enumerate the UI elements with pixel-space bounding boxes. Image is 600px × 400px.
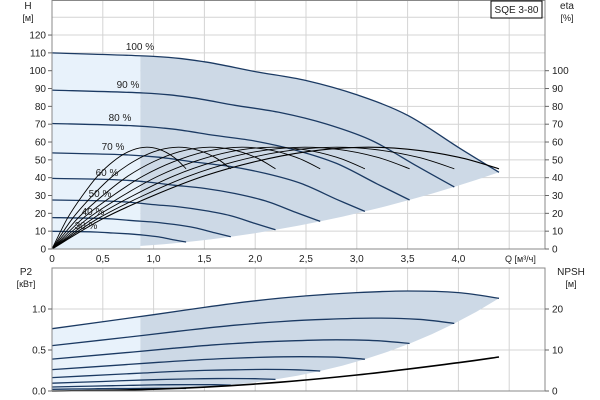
power-curve-80 — [51, 339, 410, 360]
speed-label: 60 % — [96, 168, 119, 179]
eta-tick-label: 30 — [552, 191, 564, 202]
eta-tick-label: 40 — [552, 173, 564, 184]
h-tick-label: 70 — [35, 120, 47, 131]
q-tick-label: 2,5 — [299, 254, 313, 265]
q-tick-label: 4,0 — [451, 254, 465, 265]
p2-tick-label: 0.0 — [32, 387, 46, 398]
head-curve-90 — [51, 89, 455, 188]
q-axis-label: Q [м³/ч] — [505, 254, 536, 264]
q-tick-label: 1,0 — [147, 254, 161, 265]
h-tick-label: 80 — [35, 102, 47, 113]
efficiency-curve — [51, 146, 187, 250]
p2-tick-label: 0.5 — [32, 346, 46, 357]
power-curve-60 — [51, 368, 321, 379]
npsh-curve-group — [51, 356, 500, 392]
h-tick-label: 0 — [40, 245, 46, 256]
efficiency-curve — [51, 146, 410, 250]
npsh-tick-label: 0 — [552, 387, 558, 398]
head-curve-100 — [51, 52, 500, 173]
eta-tick-label: 80 — [552, 102, 564, 113]
q-tick-label: 0 — [49, 254, 55, 265]
power-curve-100 — [51, 290, 500, 330]
eta-tick-label: 60 — [552, 138, 564, 149]
eta-axis-label: eta — [560, 1, 574, 12]
p2-tick-label: 1.0 — [32, 305, 46, 316]
efficiency-curve — [51, 146, 276, 250]
efficiency-curve — [51, 146, 455, 250]
power-chart-frame — [51, 267, 546, 392]
head-curves — [51, 52, 500, 243]
power-curve-50 — [51, 377, 276, 384]
eta-tick-label: 0 — [552, 245, 558, 256]
h-tick-label: 110 — [30, 48, 46, 59]
speed-labels: 100 % 90 % 80 % 70 % 60 % 50 % 40 % 30 % — [75, 42, 155, 232]
p2-axis-label: P2 — [20, 267, 33, 278]
q-tick-label: 0,5 — [96, 254, 110, 265]
efficiency-curves — [51, 146, 500, 250]
q-tick-label: 3,5 — [401, 254, 415, 265]
head-curve-80 — [51, 122, 410, 201]
h-tick-label: 60 — [35, 138, 47, 149]
eta-tick-label: 20 — [552, 209, 564, 220]
h-tick-label: 20 — [35, 209, 47, 220]
power-chart-operating-range — [52, 291, 499, 391]
h-tick-label: 10 — [35, 227, 47, 238]
h-tick-label: 40 — [35, 173, 47, 184]
efficiency-curve — [51, 146, 232, 250]
speed-label: 80 % — [109, 113, 132, 124]
h-tick-label: 100 — [29, 66, 46, 77]
head-chart-axes: 0 10 20 30 40 50 60 70 80 90 100 110 120 0 10 20 30 40 50 6… — [29, 31, 569, 256]
efficiency-curve — [51, 146, 321, 250]
head-curve-30 — [51, 230, 187, 243]
speed-label: 40 % — [82, 207, 105, 218]
eta-tick-label: 100 — [552, 66, 569, 77]
npsh-curve — [51, 356, 500, 392]
npsh-axis-label: NPSH — [557, 267, 585, 278]
dark-region — [140, 55, 499, 246]
q-tick-label: 3,0 — [350, 254, 364, 265]
power-chart-axes: 0.0 0.5 1.0 0 10 20 — [32, 305, 563, 398]
eta-axis-unit: [%] — [560, 13, 573, 23]
h-axis-label: H — [24, 1, 31, 12]
h-tick-label: 120 — [29, 31, 46, 42]
speed-label: 50 % — [89, 189, 112, 200]
h-tick-label: 50 — [35, 155, 47, 166]
power-curve-70 — [51, 356, 365, 371]
light-region — [52, 316, 141, 391]
eta-tick-label: 70 — [552, 120, 564, 131]
efficiency-curve — [51, 146, 500, 250]
speed-label: 100 % — [126, 42, 154, 53]
p2-axis-unit: [кВт] — [17, 279, 36, 289]
eta-tick-label: 50 — [552, 155, 564, 166]
model-label-box: SQE 3-80 — [490, 0, 543, 19]
eta-tick-label: 90 — [552, 84, 564, 95]
head-curve-70 — [51, 152, 366, 212]
power-curves — [51, 290, 500, 390]
npsh-tick-label: 20 — [552, 305, 564, 316]
h-axis-unit: [м] — [22, 13, 33, 23]
npsh-tick-label: 10 — [552, 346, 564, 357]
speed-label: 70 % — [102, 142, 125, 153]
q-axis-tick-labels: 0 0,5 1,0 1,5 2,0 2,5 3,0 3,5 4,0 — [49, 254, 466, 265]
head-curve-40 — [51, 216, 231, 238]
head-curve-60 — [51, 177, 321, 223]
head-chart-frame — [51, 0, 546, 250]
head-curve-50 — [51, 199, 276, 231]
eta-tick-label: 10 — [552, 227, 564, 238]
power-curve-90 — [51, 317, 455, 347]
q-tick-label: 1,5 — [197, 254, 211, 265]
speed-label: 30 % — [75, 221, 98, 232]
model-label: SQE 3-80 — [495, 5, 539, 16]
q-tick-label: 2,0 — [248, 254, 262, 265]
npsh-axis-unit: [м] — [565, 279, 576, 289]
h-tick-label: 90 — [35, 84, 47, 95]
speed-label: 90 % — [117, 80, 140, 91]
power-curve-40 — [51, 383, 231, 388]
h-tick-label: 30 — [35, 191, 47, 202]
dark-region — [140, 291, 499, 391]
